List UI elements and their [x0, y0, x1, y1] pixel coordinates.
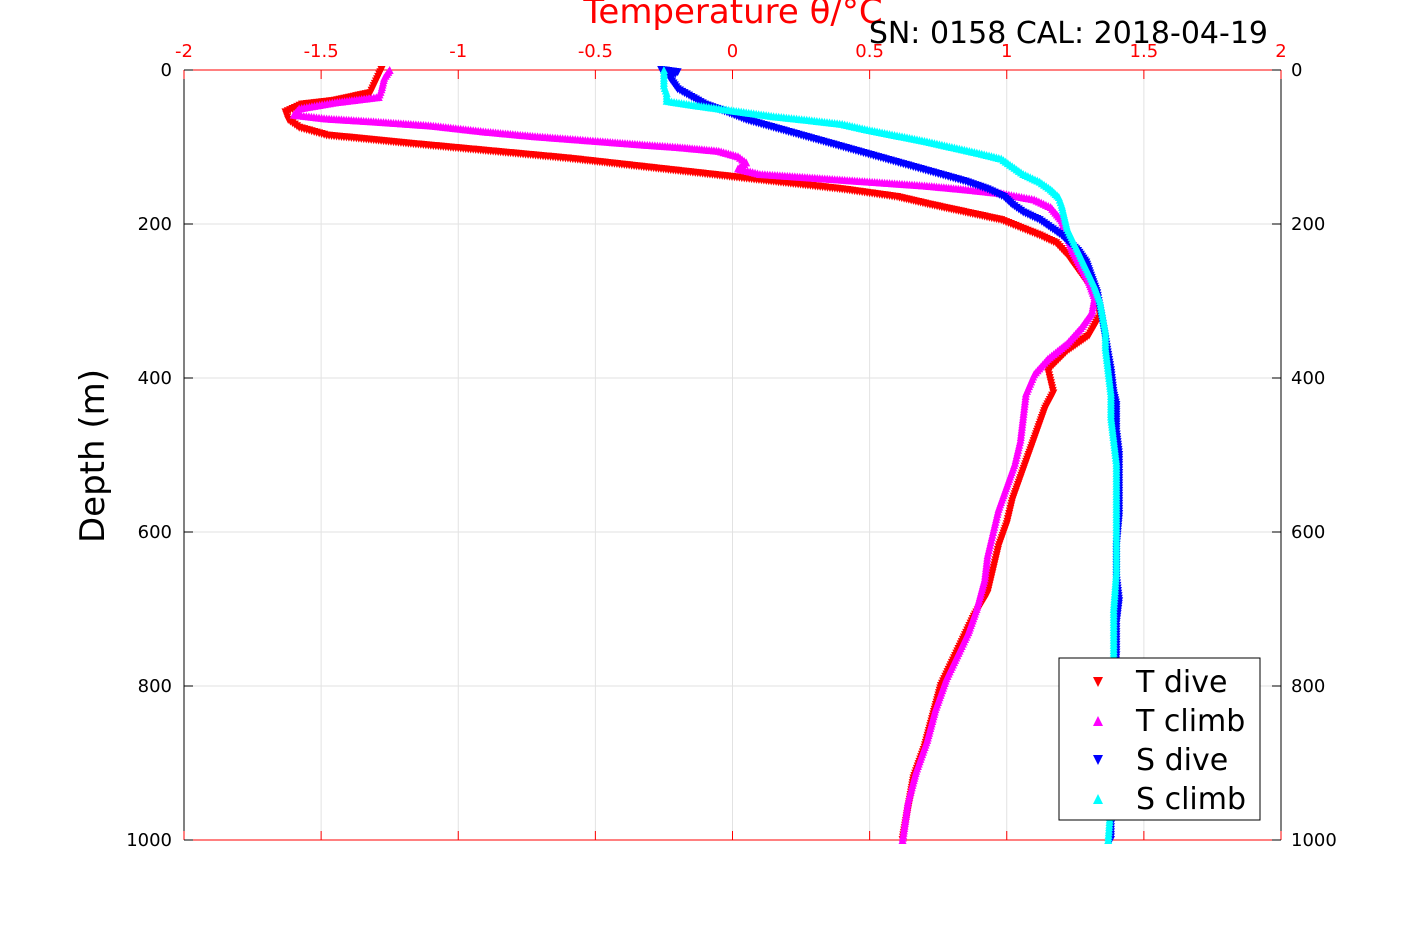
- x-tick-label: -1: [449, 41, 467, 62]
- y-tick-label-right: 800: [1291, 676, 1325, 697]
- legend-marker: [1093, 677, 1103, 687]
- legend-marker: [1093, 716, 1103, 726]
- legend-label: S dive: [1136, 743, 1228, 778]
- x-tick-label: 0.5: [855, 41, 884, 62]
- x-tick-label: -0.5: [578, 41, 613, 62]
- legend-marker: [1093, 794, 1103, 804]
- y-tick-label-right: 0: [1291, 60, 1302, 81]
- y-tick-label-left: 400: [138, 368, 172, 389]
- legend-label: T climb: [1135, 704, 1245, 739]
- y-axis-label: Depth (m): [73, 369, 113, 543]
- legend-box: [1058, 657, 1261, 821]
- x-tick-label: 0: [727, 41, 738, 62]
- data-point: [1104, 836, 1113, 844]
- x-tick-label: 1: [1001, 41, 1012, 62]
- x-axis-label: Temperature θ/°C: [582, 0, 882, 32]
- plot-area: [281, 66, 1124, 844]
- x-tick-label: -1.5: [304, 41, 339, 62]
- y-tick-label-left: 800: [138, 676, 172, 697]
- y-tick-label-left: 1000: [126, 830, 172, 851]
- y-tick-label-left: 600: [138, 522, 172, 543]
- y-tick-label-left: 200: [138, 214, 172, 235]
- legend-marker: [1093, 755, 1103, 765]
- y-tick-label-right: 1000: [1291, 830, 1337, 851]
- legend: T dive T climb S dive S climb: [1058, 657, 1261, 821]
- series-t-dive: [281, 66, 1104, 844]
- legend-label: S climb: [1136, 782, 1246, 817]
- y-tick-label-right: 400: [1291, 368, 1325, 389]
- legend-label: T dive: [1135, 665, 1227, 700]
- y-tick-label-right: 200: [1291, 214, 1325, 235]
- x-tick-label: 2: [1275, 41, 1286, 62]
- serial-calibration-annotation: SN: 0158 CAL: 2018-04-19: [869, 16, 1268, 51]
- axes: [183, 69, 1282, 841]
- y-tick-label-right: 600: [1291, 522, 1325, 543]
- data-point: [898, 836, 907, 844]
- x-tick-label: 1.5: [1130, 41, 1159, 62]
- y-tick-label-left: 0: [161, 60, 172, 81]
- x-tick-label: -2: [175, 41, 193, 62]
